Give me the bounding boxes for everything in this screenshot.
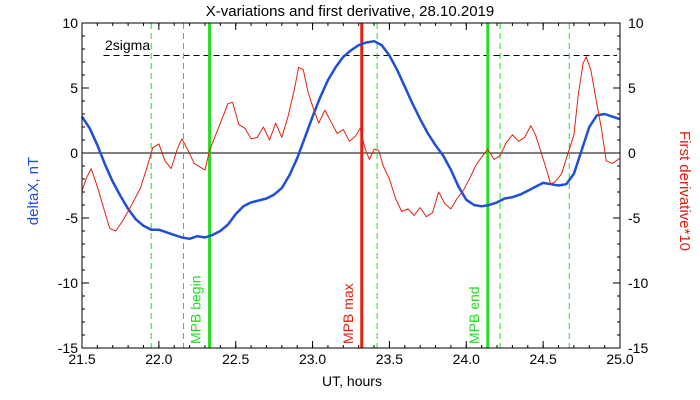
x-tick-label: 25.0	[606, 351, 633, 367]
y-axis-title-right: First derivative*10	[676, 131, 693, 251]
x-axis-title: UT, hours	[322, 373, 382, 389]
y-tick-label-right: -15	[628, 340, 648, 356]
y-tick-label-left: 10	[62, 15, 78, 31]
marker-label-2: MPB begin	[188, 276, 204, 344]
axis-ticks: 21.5 22.0 22.5 23.0 23.5 24.0 24.5 25.0 10 5 0 -5 -1…	[58, 15, 649, 367]
y-tick-label-left: -5	[66, 210, 79, 226]
plot-area: MPB begin MPB max MPB end	[80, 23, 621, 348]
y-tick-label-left: 5	[70, 80, 78, 96]
y-tick-label-right: -5	[628, 210, 641, 226]
y-tick-label-right: 5	[628, 80, 636, 96]
threshold-label: 2sigma	[105, 37, 150, 53]
x-tick-label: 23.5	[376, 351, 403, 367]
x-tick-label: 23.0	[299, 351, 326, 367]
x-tick-label: 22.5	[222, 351, 249, 367]
marker-label-5: MPB end	[466, 286, 482, 344]
series-line-0	[80, 39, 621, 241]
y-tick-label-left: 0	[70, 145, 78, 161]
y-axis-title-left: deltaX, nT	[25, 157, 42, 225]
y-tick-label-left: -15	[58, 340, 78, 356]
plot-frame	[81, 22, 621, 349]
x-tick-label: 24.5	[530, 351, 557, 367]
chart-title: X-variations and first derivative, 28.10…	[206, 3, 495, 20]
y-tick-label-right: -10	[628, 275, 648, 291]
y-tick-label-left: -10	[58, 275, 78, 291]
series-line-1	[81, 56, 621, 232]
x-tick-label: 22.0	[145, 351, 172, 367]
y-tick-label-right: 10	[628, 15, 644, 31]
marker-label-3: MPB max	[340, 283, 356, 344]
x-tick-label: 24.0	[453, 351, 480, 367]
y-tick-label-right: 0	[628, 145, 636, 161]
x-tick-label: 21.5	[68, 351, 95, 367]
